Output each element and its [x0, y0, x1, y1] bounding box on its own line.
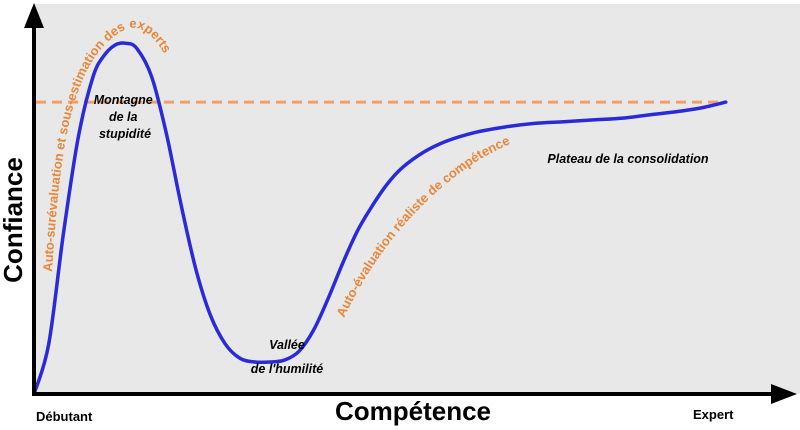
- x-axis-arrow-icon: [771, 384, 797, 404]
- peak-annotation-line2: de la: [109, 110, 138, 124]
- peak-annotation-line1: Montagne: [94, 93, 153, 107]
- plot-background: [34, 4, 800, 394]
- y-axis-title: Confiance: [0, 157, 28, 283]
- peak-annotation: Montagne de la stupidité: [94, 93, 157, 141]
- confidence-curve: [32, 41, 728, 396]
- x-axis-title: Compétence: [335, 396, 491, 426]
- x-tick-end: Expert: [693, 407, 734, 422]
- y-axis-arrow-icon: [24, 3, 44, 28]
- plateau-annotation: Plateau de la consolidation: [547, 152, 709, 166]
- valley-annotation-line2: de l'humilité: [251, 362, 323, 376]
- valley-annotation-line1: Vallée: [269, 338, 305, 352]
- peak-annotation-line3: stupidité: [99, 127, 151, 141]
- x-tick-start: Débutant: [36, 409, 93, 424]
